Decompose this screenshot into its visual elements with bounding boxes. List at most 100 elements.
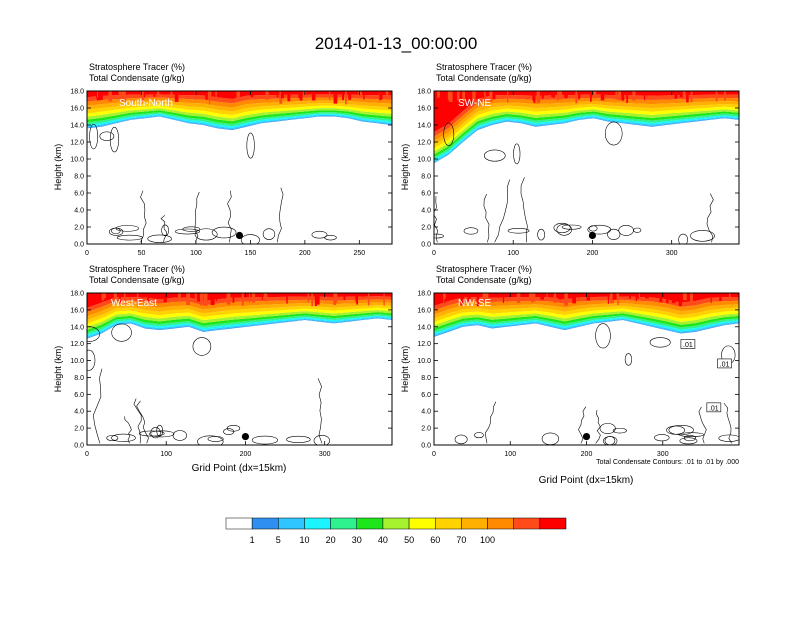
tracer-streak	[316, 293, 320, 305]
condensate-contour	[618, 224, 634, 236]
tracer-streak	[643, 91, 646, 101]
condensate-contour	[520, 177, 528, 243]
location-marker	[235, 231, 244, 240]
condensate-contours	[434, 121, 715, 244]
condensate-contour	[116, 234, 143, 241]
tracer-streak	[141, 91, 144, 103]
contour-label-box	[706, 402, 722, 413]
tracer-streak	[628, 293, 631, 299]
x-axis-label: Grid Point (dx=15km)	[539, 475, 634, 486]
x-tick-label: 0	[432, 451, 436, 458]
tracer-streak	[536, 91, 540, 104]
tracer-streak	[728, 293, 731, 301]
tracer-streak	[153, 91, 156, 97]
x-axis-label: Grid Point (dx=15km)	[192, 463, 287, 474]
y-tick-label: 10.0	[417, 157, 431, 164]
condensate-contour	[690, 230, 715, 242]
tracer-streak	[335, 293, 338, 303]
tracer-streak	[314, 293, 318, 307]
tracer-streak	[626, 91, 629, 103]
condensate-contour	[251, 435, 279, 445]
panel-sw-ne: Stratosphere Tracer (%) Total Condensate…	[400, 62, 740, 257]
condensate-contour	[513, 143, 521, 165]
tracer-band	[87, 296, 392, 313]
tracer-streak	[333, 293, 335, 304]
tracer-band	[434, 299, 739, 315]
tracer-streak	[216, 293, 218, 301]
tracer-band	[434, 311, 739, 329]
colorbar-swatch	[434, 517, 462, 530]
condensate-contour	[194, 228, 218, 241]
condensate-contour	[607, 228, 621, 240]
tracer-streak	[674, 91, 678, 99]
tracer-band	[434, 317, 739, 335]
panel-header-line-2: Total Condensate (g/kg)	[89, 73, 185, 83]
condensate-contour	[507, 228, 530, 234]
condensate-contour	[240, 234, 260, 244]
tracer-band	[434, 308, 739, 326]
condensate-contour	[483, 193, 490, 243]
condensate-contours	[89, 123, 337, 244]
tracer-streak	[541, 91, 544, 99]
tracer-band	[87, 108, 392, 122]
tracer-streak	[200, 293, 203, 306]
tracer-streak	[516, 293, 521, 303]
tracer-streak	[356, 293, 359, 305]
tracer-streak	[263, 293, 268, 300]
tracer-streak	[363, 91, 365, 100]
x-tick-label: 200	[299, 250, 311, 257]
condensate-contour	[197, 435, 224, 445]
tracer-streak	[572, 293, 577, 304]
x-tick-label: 0	[432, 250, 436, 257]
tracer-streak	[437, 91, 440, 98]
tracer-streak	[564, 91, 568, 98]
tracer-band	[434, 296, 739, 311]
tracer-streak	[170, 91, 173, 98]
y-axis-label: Height (km)	[53, 144, 63, 191]
panel-header-line-1: Stratosphere Tracer (%)	[89, 62, 185, 72]
condensate-contour	[698, 406, 707, 444]
colorbar-swatch	[539, 517, 567, 530]
tracer-streak	[328, 91, 331, 101]
condensate-contour	[89, 123, 98, 150]
y-tick-label: 2.0	[74, 225, 84, 232]
condensate-contour	[541, 432, 560, 445]
condensate-contour	[474, 432, 484, 439]
tracer-streak	[682, 91, 686, 97]
tracer-streak	[482, 293, 485, 303]
tracer-streak	[299, 91, 303, 101]
tracer-streak	[97, 91, 99, 98]
condensate-contour	[723, 402, 732, 444]
tracer-streak	[178, 293, 181, 300]
tracer-streak	[103, 293, 106, 299]
tracer-band	[87, 110, 392, 124]
condensate-contour	[668, 424, 694, 436]
condensate-contour	[92, 368, 103, 444]
colorbar-swatch	[408, 517, 436, 530]
tracer-streak	[147, 293, 149, 303]
x-tick-label: 150	[245, 250, 257, 257]
y-tick-label: 14.0	[417, 123, 431, 130]
tracer-streak	[194, 91, 196, 100]
condensate-contour	[147, 234, 172, 243]
plot-area: .01 .01 .01	[434, 293, 739, 445]
tracer-streak	[632, 91, 636, 101]
condensate-contour	[324, 234, 337, 241]
tracer-streak	[345, 91, 347, 105]
tracer-streak	[690, 91, 693, 103]
tracer-streak	[671, 293, 676, 304]
condensate-contour	[194, 191, 200, 243]
condensate-contour	[226, 424, 241, 432]
x-tick-label: 100	[504, 451, 516, 458]
y-tick-label: 0.0	[421, 242, 431, 249]
tracer-band	[87, 299, 392, 317]
tracer-streak	[502, 293, 505, 303]
y-tick-label: 14.0	[70, 123, 84, 130]
panel-south-north: Stratosphere Tracer (%) Total Condensate…	[53, 62, 393, 257]
condensate-contour	[174, 228, 201, 235]
condensate-contour	[140, 190, 147, 243]
panel-label: SW-NE	[458, 98, 491, 109]
colorbar-label: 30	[352, 535, 362, 545]
condensate-contour	[99, 131, 115, 141]
y-tick-label: 16.0	[417, 307, 431, 314]
